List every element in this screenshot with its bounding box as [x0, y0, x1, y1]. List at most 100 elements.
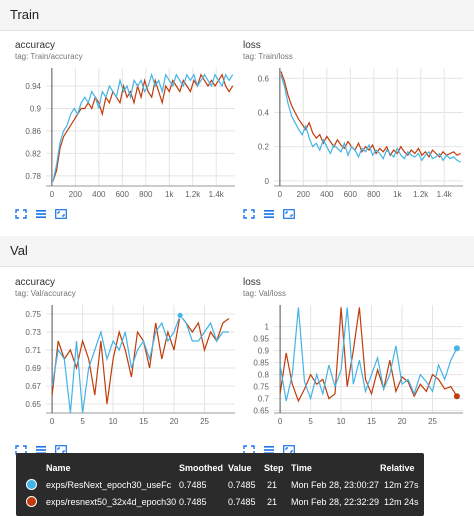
data-table-icon[interactable]	[263, 206, 275, 218]
y-tick-label: 0.85	[253, 359, 269, 368]
data-table-icon[interactable]	[35, 442, 47, 454]
series-b-dot	[26, 496, 37, 507]
train-loss-plot[interactable]: 0 0.2 0.4 0.6 0 200 400 600 800 1k 1.2k 1.4k	[240, 64, 465, 202]
x-tick-label: 20	[398, 417, 407, 426]
y-tick-label: 0.82	[25, 149, 41, 158]
x-tick-label: 25	[428, 417, 437, 426]
y-tick-label: 0.2	[258, 143, 270, 152]
y-tick-label: 0.65	[25, 400, 41, 409]
x-tick-label: 1k	[393, 190, 402, 199]
fit-domain-icon[interactable]	[243, 442, 255, 455]
fit-domain-icon[interactable]	[15, 206, 27, 219]
tooltip-run-name: exps/ResNext_epoch30_useFc	[46, 480, 172, 490]
x-tick-label: 1.2k	[185, 190, 201, 199]
chart-toolbar	[243, 206, 303, 224]
x-tick-label: 800	[367, 190, 381, 199]
series-a-line	[279, 307, 458, 402]
series-b-line	[52, 73, 234, 182]
chart-tag: tag: Train/accuracy	[15, 52, 83, 61]
x-tick-label: 0	[50, 417, 55, 426]
x-tick-label: 600	[116, 190, 130, 199]
series-a-line	[280, 74, 461, 163]
val-section-header[interactable]: Val	[0, 236, 474, 267]
series-b-line	[280, 71, 461, 159]
y-tick-label: 0.67	[25, 382, 41, 391]
tooltip-header-name: Name	[46, 463, 71, 473]
tooltip-relative: 12m 27s	[384, 480, 419, 490]
chart-tag: tag: Train/loss	[243, 52, 293, 61]
chart-tag: tag: Val/accuracy	[15, 289, 76, 298]
series-b-line	[51, 313, 230, 405]
val-section-title: Val	[10, 243, 28, 258]
fit-domain-icon-glyph	[243, 209, 255, 219]
y-tick-label: 0.94	[25, 82, 41, 91]
fit-domain-icon-glyph	[15, 209, 27, 219]
train-section-title: Train	[10, 7, 40, 22]
x-tick-label: 800	[139, 190, 153, 199]
y-tick-label: 0.4	[258, 108, 270, 117]
x-tick-label: 200	[69, 190, 83, 199]
y-tick-label: 0.86	[25, 127, 41, 136]
tooltip-step: 21	[267, 480, 278, 490]
hover-point-marker	[176, 311, 184, 319]
expand-icon[interactable]	[283, 206, 295, 219]
chart-card-val-loss: loss tag: Val/loss 0.65 0.7 0.75 0.8 0.85 0.9…	[240, 277, 465, 457]
train-accuracy-plot[interactable]: 0.78 0.82 0.86 0.9 0.94 0 200 400 600 800 1k 1.2k 1.…	[12, 64, 237, 202]
expand-icon[interactable]	[55, 442, 67, 455]
tooltip-run-name: exps/resnext50_32x4d_epoch30	[46, 497, 177, 507]
y-tick-label: 0.65	[253, 407, 269, 416]
y-tick-label: 0.78	[25, 172, 41, 181]
y-tick-label: 0.75	[253, 383, 269, 392]
y-tick-label: 0.73	[25, 328, 41, 337]
x-tick-label: 400	[92, 190, 106, 199]
tooltip-header-step: Step	[264, 463, 284, 473]
data-table-icon[interactable]	[35, 206, 47, 218]
chart-card-train-loss: loss tag: Train/loss 0 0.2 0.4 0.6 0 200 400 60…	[240, 40, 465, 222]
chart-title: loss	[243, 40, 261, 51]
expand-icon[interactable]	[283, 442, 295, 455]
x-tick-label: 10	[109, 417, 118, 426]
train-section-header[interactable]: Train	[0, 0, 474, 31]
fit-domain-icon[interactable]	[15, 442, 27, 455]
data-table-icon-glyph	[264, 210, 274, 218]
tooltip-time: Mon Feb 28, 22:32:29	[291, 497, 380, 507]
hover-point-marker	[453, 393, 460, 400]
x-tick-label: 20	[170, 417, 179, 426]
x-tick-label: 10	[337, 417, 346, 426]
x-tick-label: 0	[50, 190, 55, 199]
y-tick-label: 0.8	[258, 371, 270, 380]
x-tick-label: 600	[344, 190, 358, 199]
hover-tooltip: Name Smoothed Value Step Time Relative e…	[16, 453, 424, 516]
tooltip-header-smoothed: Smoothed	[179, 463, 223, 473]
chart-title: accuracy	[15, 277, 56, 288]
chart-title: loss	[243, 277, 261, 288]
y-tick-label: 0.7	[258, 395, 270, 404]
tooltip-value: 0.7485	[228, 480, 256, 490]
data-table-icon-glyph	[36, 210, 46, 218]
fit-domain-icon-glyph	[243, 445, 255, 455]
chart-title: accuracy	[15, 40, 56, 51]
y-tick-label: 0.9	[30, 104, 42, 113]
tooltip-header-value: Value	[228, 463, 252, 473]
series-a-dot	[26, 479, 37, 490]
tooltip-row: exps/resnext50_32x4d_epoch30 0.7485 0.74…	[16, 495, 424, 509]
series-a-line	[52, 72, 234, 182]
y-tick-label: 0.95	[253, 335, 269, 344]
x-tick-label: 15	[367, 417, 376, 426]
tooltip-smoothed: 0.7485	[179, 497, 207, 507]
val-accuracy-plot[interactable]: 0.65 0.67 0.69 0.71 0.73 0.75 0 5 10 15 20 25	[12, 301, 237, 429]
chart-tag: tag: Val/loss	[243, 289, 286, 298]
x-tick-label: 1.4k	[209, 190, 225, 199]
expand-icon[interactable]	[55, 206, 67, 219]
series-a-line	[51, 314, 229, 413]
chart-card-train-accuracy: accuracy tag: Train/accuracy 0.78 0.82 0.8…	[12, 40, 237, 222]
x-tick-label: 0	[278, 190, 283, 199]
fit-domain-icon[interactable]	[243, 206, 255, 219]
expand-icon-glyph	[283, 209, 295, 219]
tooltip-header-relative: Relative	[380, 463, 415, 473]
x-tick-label: 5	[80, 417, 85, 426]
fit-domain-icon-glyph	[15, 445, 27, 455]
y-tick-label: 0.9	[258, 347, 270, 356]
data-table-icon[interactable]	[263, 442, 275, 454]
